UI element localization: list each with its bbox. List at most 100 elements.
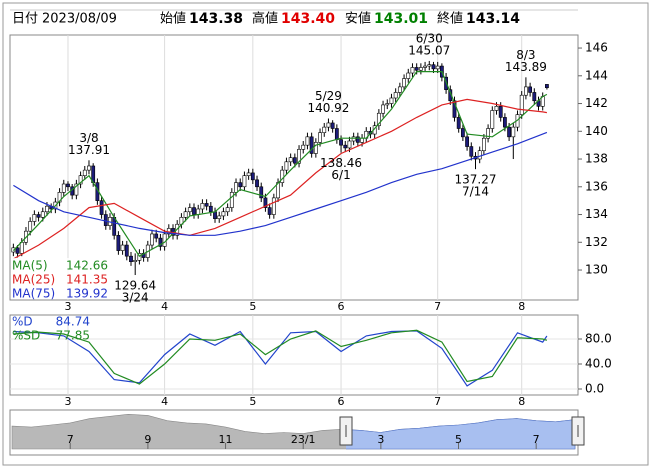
y-tick-label: 146 (585, 41, 608, 55)
candle-body (129, 255, 133, 263)
candle-body (238, 182, 243, 188)
candle-body (343, 144, 348, 149)
x-tick-label: 6 (338, 395, 345, 408)
candle-body (45, 205, 49, 213)
x-tick-label: 5 (249, 300, 256, 313)
candle-body (486, 128, 490, 139)
x-tick-label: 4 (161, 300, 168, 313)
x-tick-label: 7 (434, 395, 441, 408)
candle-body (187, 207, 192, 213)
candle-body (481, 137, 486, 152)
candle-body (120, 244, 125, 251)
candle-body (469, 146, 474, 157)
candle-body (28, 221, 33, 232)
candle-body (267, 207, 272, 215)
candle-body (347, 140, 352, 149)
candle-body (502, 117, 507, 128)
candle-body (490, 110, 495, 129)
candle-body (57, 192, 62, 203)
candle-body (385, 103, 390, 106)
candle-body (355, 136, 360, 143)
header-label: 高値 (252, 11, 278, 27)
candle-body (183, 211, 188, 218)
candle-body (66, 183, 70, 188)
candle-body (133, 260, 138, 263)
candle-body (87, 165, 91, 171)
y-tick-label: 138 (585, 152, 608, 166)
legend-value: 142.66 (66, 259, 108, 273)
annotation-value: 138.46 (320, 156, 362, 170)
candle-body (271, 197, 276, 215)
candle-body (292, 157, 297, 164)
candle-body (318, 132, 322, 143)
candle-body (259, 186, 264, 199)
candle-body (330, 122, 335, 129)
candle-body (477, 150, 482, 160)
x-tick-label: 3 (64, 300, 71, 313)
header-value: 143.01 (374, 11, 428, 27)
y-tick-label: 130 (585, 263, 608, 277)
annotation-value: 137.91 (68, 143, 110, 157)
header-label: 終値 (437, 11, 463, 27)
legend-value: 84.74 (56, 315, 90, 329)
y-tick-label: 134 (585, 207, 608, 221)
candle-body (532, 92, 537, 102)
legend-name: MA(75) (12, 287, 55, 301)
legend-value: 77.85 (56, 329, 90, 343)
y-tick-label: 142 (585, 96, 608, 110)
candle-body (250, 172, 255, 181)
candle-body (511, 126, 516, 138)
annotation-date: 6/1 (331, 168, 350, 182)
candle-body (196, 208, 201, 215)
navigator-tick-label: 9 (144, 433, 151, 446)
candle-body (103, 214, 108, 226)
header-value: 143.40 (281, 11, 335, 27)
candle-body (150, 233, 154, 246)
y-tick-label: 132 (585, 235, 608, 249)
candle-body (61, 183, 66, 193)
annotation-value: 143.89 (505, 60, 547, 74)
candle-body (524, 86, 528, 96)
navigator-tick-label: 7 (533, 433, 540, 446)
header-value: 143.38 (189, 11, 243, 27)
candle-body (74, 183, 79, 196)
candle-body (78, 175, 83, 185)
legend-name: %SD (12, 329, 40, 343)
candle-body (305, 136, 310, 146)
candle-body (406, 72, 411, 79)
x-tick-label: 8 (518, 300, 525, 313)
candle-body (431, 64, 436, 70)
candle-body (154, 233, 159, 239)
candle-body (208, 205, 213, 213)
candle-body (301, 144, 306, 150)
y-tick-label: 80.0 (585, 332, 612, 346)
candle-body (376, 112, 381, 127)
navigator-selected-area (346, 418, 576, 450)
legend-name: MA(25) (12, 273, 55, 287)
x-tick-label: 3 (64, 395, 71, 408)
annotation-date: 7/14 (462, 185, 489, 199)
candle-body (498, 106, 503, 118)
candle-body (465, 136, 469, 147)
candle-body (225, 207, 230, 213)
candle-body (313, 142, 318, 154)
navigator-tick-label: 3 (377, 433, 384, 446)
candle-body (221, 211, 226, 217)
navigator-tick-label: 23/1 (291, 433, 316, 446)
indicator-line (13, 131, 548, 236)
candle-body (82, 169, 87, 176)
candle-body (15, 247, 20, 254)
candle-body (32, 214, 37, 222)
indicator-line (12, 71, 548, 257)
indicator-line (13, 98, 547, 260)
x-tick-label: 5 (249, 395, 256, 408)
candle-body (528, 86, 533, 93)
candle-body (309, 136, 314, 154)
candle-body (389, 97, 394, 104)
indicator-line (13, 329, 548, 385)
candle-body (263, 197, 268, 208)
y-tick-label: 136 (585, 179, 608, 193)
annotation-date: 5/29 (315, 89, 342, 103)
candle-body (494, 106, 499, 111)
candle-body (284, 161, 289, 171)
